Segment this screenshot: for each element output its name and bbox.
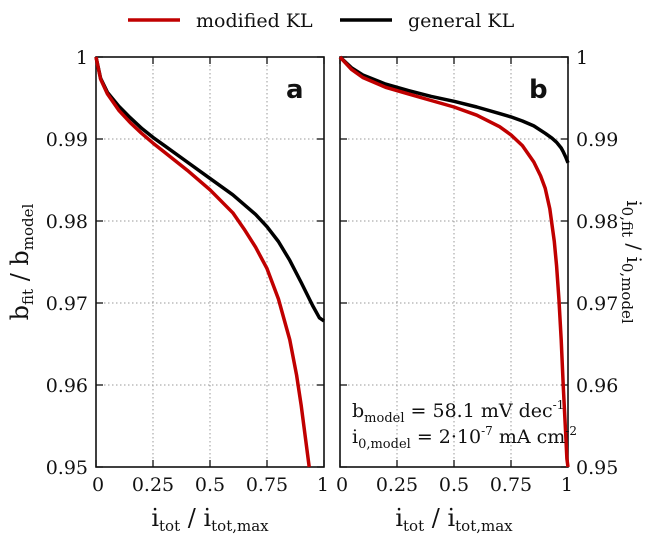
panel-b-letter: b [529,75,548,105]
y-axis-label-b: i0,fit / i0,model [618,200,646,324]
legend-label-general: general KL [408,10,515,32]
panel-a-series [94,56,325,468]
y-tick-label: 0.95 [576,457,618,479]
panel-b-y-tick-labels: 0.95 0.96 0.97 0.98 0.99 1 [576,47,618,479]
panel-b-grid [340,57,568,467]
y-tick-label: 1 [576,47,588,69]
y-tick-label: 0.98 [576,211,618,233]
y-tick-label: 0.97 [46,293,88,315]
x-tick-label: 0 [336,474,348,496]
panel-b-series [338,55,570,468]
series-line-modified-kl [338,55,570,468]
annotation-b-model: bmodel = 58.1 mV dec-1 [352,398,564,426]
panel-a-ticks [95,56,325,468]
x-tick-label: 0.75 [246,474,288,496]
y-tick-label: 0.95 [46,457,88,479]
x-tick-label: 0.25 [376,474,418,496]
y-tick-label: 0.98 [46,211,88,233]
series-line-general-kl [94,56,325,323]
y-tick-label: 1 [76,47,88,69]
legend-label-modified: modified KL [196,10,313,32]
x-tick-label: 0.5 [195,474,225,496]
x-tick-label: 0.5 [439,474,469,496]
y-tick-label: 0.96 [46,375,88,397]
x-tick-label: 0 [92,474,104,496]
x-tick-label: 0.75 [490,474,532,496]
legend: modified KL general KL [128,10,515,32]
y-axis-label-a: bfit / bmodel [6,203,37,320]
x-tick-label: 1 [317,474,329,496]
panel-a-x-tick-labels: 0 0.25 0.5 0.75 1 [92,474,329,496]
panel-a-y-tick-labels: 0.95 0.96 0.97 0.98 0.99 1 [46,47,88,479]
panel-a-letter: a [286,75,304,105]
x-tick-label: 0.25 [132,474,174,496]
y-tick-label: 0.96 [576,375,618,397]
x-axis-label-b: itot / itot,max [395,504,513,535]
panel-a: 0 0.25 0.5 0.75 1 0.95 0.96 0.97 0.98 0.99 1 a [46,47,329,496]
panel-b-x-tick-labels: 0 0.25 0.5 0.75 1 [336,474,573,496]
panel-a-grid [96,57,324,467]
x-tick-label: 1 [561,474,573,496]
y-tick-label: 0.97 [576,293,618,315]
series-line-general-kl [338,55,570,164]
x-axis-label-a: itot / itot,max [151,504,269,535]
annotation-i0-model: i0,model = 2·10-7 mA cm-2 [352,424,577,452]
series-line-modified-kl [94,56,311,468]
y-tick-label: 0.99 [46,129,88,151]
panel-b: 0 0.25 0.5 0.75 1 0.95 0.96 0.97 0.98 0.99 1 b bm… [336,47,618,496]
y-tick-label: 0.99 [576,129,618,151]
